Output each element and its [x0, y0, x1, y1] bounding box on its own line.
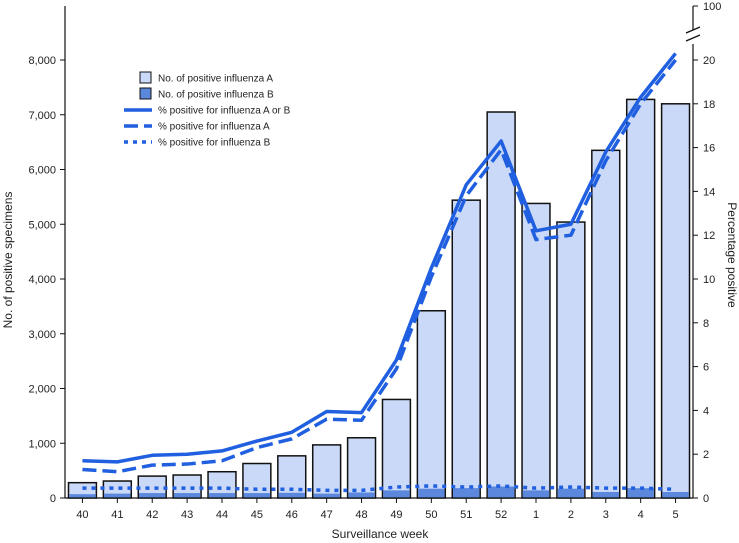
bar-influenza-b [313, 493, 340, 498]
x-tick-label: 43 [181, 509, 193, 521]
bar-influenza-b [557, 488, 585, 498]
x-tick-label: 44 [216, 509, 228, 521]
bar-influenza-a [625, 98, 656, 499]
bar-influenza-b [487, 486, 515, 498]
x-tick-label: 2 [568, 509, 574, 521]
bar-influenza-b [453, 488, 480, 498]
axes-layer: 10001,0002,0003,0004,0005,0006,0007,0008… [28, 1, 721, 521]
y2-tick-label: 0 [703, 493, 709, 505]
bar-influenza-a [242, 462, 272, 499]
x-tick-label: 3 [603, 509, 609, 521]
axis-break-mark [685, 26, 701, 34]
y-tick-label: 4,000 [28, 274, 56, 286]
x-tick-label: 40 [76, 509, 88, 521]
x-tick-label: 50 [425, 509, 437, 521]
legend-item-percent-a-label: % positive for influenza A [158, 122, 270, 133]
x-axis-title: Surveillance week [332, 527, 430, 541]
bar-influenza-b [69, 494, 96, 498]
x-tick-label: 47 [321, 509, 333, 521]
y2-tick-label: 100 [703, 1, 721, 13]
series-line-solid [82, 52, 677, 464]
y2-tick-label: 12 [703, 230, 715, 242]
bar-influenza-a [451, 199, 481, 499]
bar-influenza-b [348, 492, 375, 498]
bar-influenza-b [243, 493, 271, 498]
y2-tick-label: 18 [703, 99, 715, 111]
x-tick-label: 1 [533, 509, 539, 521]
y-tick-label: 0 [50, 493, 56, 505]
x-tick-label: 48 [355, 509, 367, 521]
y-axis-title: No. of positive specimens [1, 192, 15, 329]
bar-influenza-a [416, 310, 447, 499]
bar-influenza-b [139, 493, 166, 498]
y2-tick-label: 6 [703, 362, 709, 374]
y2-tick-label: 20 [703, 55, 715, 67]
bars-layer [67, 98, 691, 499]
x-tick-label: 45 [251, 509, 263, 521]
bar-influenza-a [660, 103, 691, 499]
y2-tick-label: 14 [703, 186, 715, 198]
legend-item-a-or-b-label: % positive for influenza A or B [158, 106, 291, 117]
x-tick-label: 46 [286, 509, 298, 521]
bar-influenza-a [277, 455, 307, 499]
legend-item-percent-b-label: % positive for influenza B [158, 138, 271, 149]
bar-influenza-b [418, 488, 445, 498]
bar-influenza-b [104, 493, 131, 498]
bar-influenza-a [556, 221, 586, 499]
y2-axis-title: Percentage positive [725, 202, 739, 308]
bar-influenza-b [522, 490, 550, 498]
x-tick-label: 41 [111, 509, 123, 521]
y2-tick-label: 16 [703, 143, 715, 155]
legend-item-influenza-b-label: No. of positive influenza B [158, 90, 274, 101]
bar-influenza-a [591, 149, 621, 499]
y-tick-label: 8,000 [28, 55, 56, 67]
y-tick-label: 5,000 [28, 219, 56, 231]
legend-item-influenza-b-swatch [139, 87, 152, 100]
bar-influenza-b [592, 491, 619, 498]
bar-influenza-b [662, 491, 689, 498]
bar-influenza-a [521, 202, 551, 499]
y2-tick-label: 2 [703, 449, 709, 461]
legend-item-influenza-a-swatch [139, 71, 152, 84]
legend-item-influenza-a-label: No. of positive influenza A [158, 74, 273, 85]
bar-influenza-b [173, 493, 201, 498]
x-tick-label: 4 [638, 509, 644, 521]
lines-layer [82, 52, 677, 493]
y2-tick-label: 10 [703, 274, 715, 286]
y-tick-label: 1,000 [28, 438, 56, 450]
bar-influenza-b [208, 493, 236, 498]
x-tick-label: 5 [672, 509, 678, 521]
y-tick-label: 6,000 [28, 165, 56, 177]
x-tick-label: 52 [495, 509, 507, 521]
bar-influenza-b [627, 488, 654, 498]
x-tick-label: 49 [390, 509, 402, 521]
y-tick-label: 2,000 [28, 384, 56, 396]
y2-tick-label: 8 [703, 318, 709, 330]
x-tick-label: 42 [146, 509, 158, 521]
x-tick-label: 51 [460, 509, 472, 521]
series-line-dashed [82, 58, 677, 474]
y2-tick-label: 4 [703, 405, 709, 417]
legend: No. of positive influenza A No. of positi… [124, 71, 291, 149]
series-line-dotted [82, 484, 676, 493]
axis-break-mark [685, 34, 701, 42]
bar-influenza-b [278, 492, 305, 498]
y-tick-label: 3,000 [28, 329, 56, 341]
bar-influenza-a [381, 398, 412, 499]
bar-influenza-b [383, 490, 410, 498]
y-tick-label: 7,000 [28, 110, 56, 122]
